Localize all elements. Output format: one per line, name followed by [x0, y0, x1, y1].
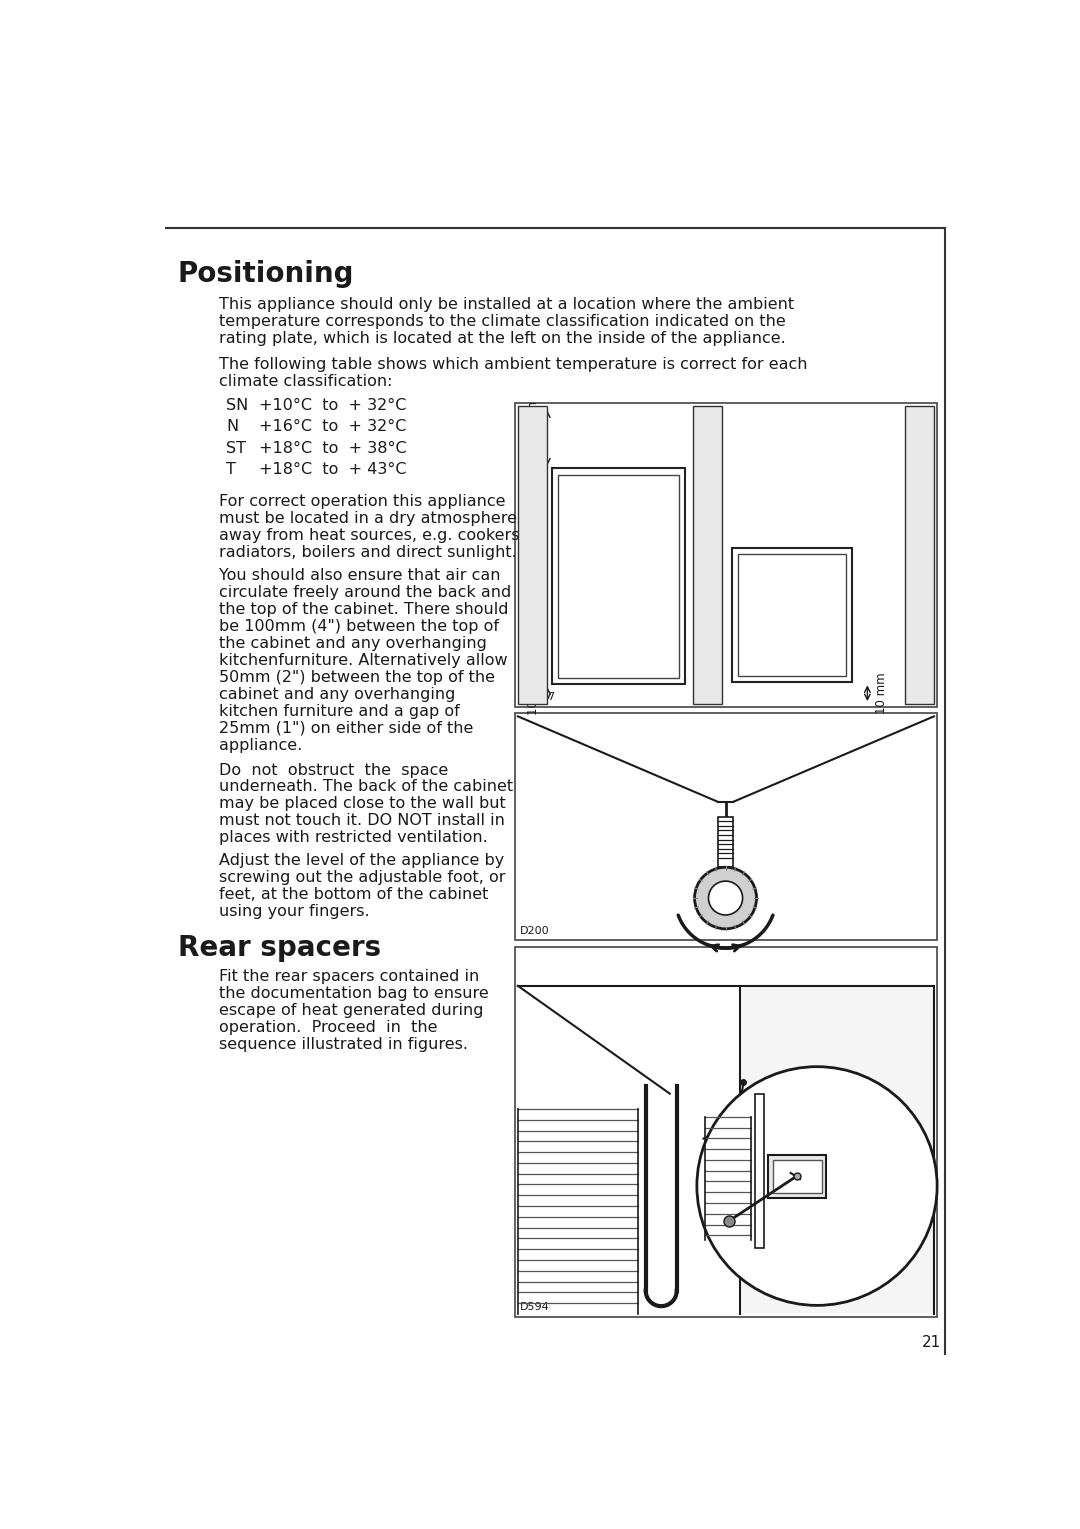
Text: away from heat sources, e.g. cookers,: away from heat sources, e.g. cookers, — [218, 528, 524, 543]
Text: 21: 21 — [921, 1335, 941, 1350]
Text: This appliance should only be installed at a location where the ambient: This appliance should only be installed … — [218, 298, 794, 312]
Bar — [718, 816, 733, 867]
Bar — [558, 474, 679, 677]
Bar — [693, 407, 723, 703]
Text: Adjust the level of the appliance by: Adjust the level of the appliance by — [218, 853, 504, 868]
Text: may be placed close to the wall but: may be placed close to the wall but — [218, 797, 505, 812]
Bar — [552, 468, 685, 683]
Text: N: N — [227, 419, 239, 434]
Text: Positioning: Positioning — [177, 260, 354, 289]
Text: screwing out the adjustable foot, or: screwing out the adjustable foot, or — [218, 870, 505, 885]
Bar — [905, 407, 934, 703]
Bar — [515, 404, 937, 706]
Text: temperature corresponds to the climate classification indicated on the: temperature corresponds to the climate c… — [218, 315, 785, 329]
Text: sequence illustrated in figures.: sequence illustrated in figures. — [218, 1037, 468, 1052]
Bar — [905, 407, 934, 703]
Bar — [732, 547, 852, 682]
Text: D594: D594 — [521, 1303, 550, 1312]
Text: 50mm (2") between the top of the: 50mm (2") between the top of the — [218, 670, 495, 685]
Bar — [740, 986, 934, 1313]
Text: must not touch it. DO NOT install in: must not touch it. DO NOT install in — [218, 813, 504, 829]
Bar — [517, 407, 548, 703]
Text: operation.  Proceed  in  the: operation. Proceed in the — [218, 1020, 437, 1035]
Text: NP007: NP007 — [521, 693, 556, 702]
Text: 25mm (1") on either side of the: 25mm (1") on either side of the — [218, 722, 473, 735]
Text: Do  not  obstruct  the  space: Do not obstruct the space — [218, 763, 448, 778]
Text: feet, at the bottom of the cabinet: feet, at the bottom of the cabinet — [218, 887, 488, 902]
Text: 100 mm: 100 mm — [527, 401, 540, 450]
Text: be 100mm (4") between the top of: be 100mm (4") between the top of — [218, 619, 499, 635]
Text: kitchen furniture and a gap of: kitchen furniture and a gap of — [218, 703, 459, 719]
Text: You should also ensure that air can: You should also ensure that air can — [218, 569, 500, 584]
Bar — [755, 1093, 765, 1248]
Text: Fit the rear spacers contained in: Fit the rear spacers contained in — [218, 969, 478, 983]
Text: T: T — [227, 462, 237, 477]
Text: SN: SN — [227, 398, 248, 413]
Text: radiators, boilers and direct sunlight.: radiators, boilers and direct sunlight. — [218, 544, 516, 560]
Bar — [773, 1161, 822, 1193]
Circle shape — [694, 867, 757, 928]
Text: kitchenfurniture. Alternatively allow: kitchenfurniture. Alternatively allow — [218, 653, 508, 668]
Text: using your fingers.: using your fingers. — [218, 904, 369, 919]
Text: underneath. The back of the cabinet: underneath. The back of the cabinet — [218, 780, 513, 795]
Bar — [693, 407, 723, 703]
Text: places with restricted ventilation.: places with restricted ventilation. — [218, 830, 487, 846]
Text: ST: ST — [227, 440, 246, 456]
Text: the top of the cabinet. There should: the top of the cabinet. There should — [218, 602, 509, 618]
Text: +18°C  to  + 43°C: +18°C to + 43°C — [259, 462, 406, 477]
Bar — [515, 713, 937, 940]
Text: the cabinet and any overhanging: the cabinet and any overhanging — [218, 636, 487, 651]
Text: D200: D200 — [521, 925, 550, 936]
Text: B: B — [785, 605, 798, 625]
Text: +10°C  to  + 32°C: +10°C to + 32°C — [259, 398, 406, 413]
Text: appliance.: appliance. — [218, 739, 302, 752]
Text: 10 mm: 10 mm — [527, 673, 540, 714]
Text: The following table shows which ambient temperature is correct for each: The following table shows which ambient … — [218, 358, 807, 373]
Bar — [738, 553, 846, 676]
Text: rating plate, which is located at the left on the inside of the appliance.: rating plate, which is located at the le… — [218, 332, 785, 347]
Text: must be located in a dry atmosphere,: must be located in a dry atmosphere, — [218, 511, 522, 526]
Text: 10 mm: 10 mm — [875, 673, 888, 714]
Bar — [768, 1156, 826, 1197]
Text: escape of heat generated during: escape of heat generated during — [218, 1003, 483, 1018]
Bar — [515, 948, 937, 1316]
Circle shape — [708, 881, 743, 914]
Text: the documentation bag to ensure: the documentation bag to ensure — [218, 986, 488, 1001]
Text: A: A — [608, 575, 621, 593]
Text: For correct operation this appliance: For correct operation this appliance — [218, 494, 505, 509]
Circle shape — [697, 1067, 937, 1306]
Text: circulate freely around the back and: circulate freely around the back and — [218, 586, 511, 601]
Text: +18°C  to  + 38°C: +18°C to + 38°C — [259, 440, 407, 456]
Text: climate classification:: climate classification: — [218, 375, 392, 390]
Text: +16°C  to  + 32°C: +16°C to + 32°C — [259, 419, 406, 434]
Text: Rear spacers: Rear spacers — [177, 934, 381, 962]
Bar — [517, 407, 548, 703]
Text: cabinet and any overhanging: cabinet and any overhanging — [218, 687, 455, 702]
